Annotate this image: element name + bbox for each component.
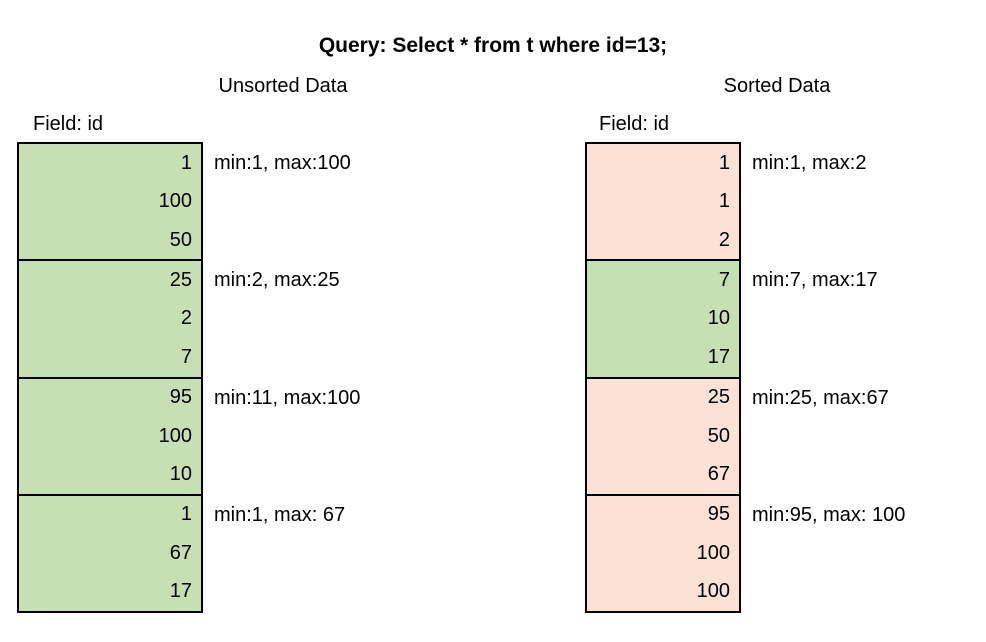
minmax-annotation: min:2, max:25 bbox=[214, 269, 340, 292]
minmax-annotation: min:1, max:2 bbox=[752, 152, 867, 174]
block-values: 95 100 10 bbox=[19, 379, 201, 494]
cell-value: 7 bbox=[180, 345, 192, 368]
cell-value: 95 bbox=[169, 386, 192, 409]
cell-value: 10 bbox=[707, 307, 730, 330]
cell-value: 1 bbox=[180, 503, 192, 526]
cell-value: 17 bbox=[169, 580, 192, 603]
block-values: 1 1 2 bbox=[587, 144, 739, 259]
block-values: 25 50 67 bbox=[587, 379, 739, 494]
cell-value: 100 bbox=[696, 580, 730, 603]
minmax-annotation: min:11, max:100 bbox=[214, 386, 361, 409]
minmax-annotation: min:25, max:67 bbox=[752, 386, 889, 409]
block-values: 25 2 7 bbox=[19, 261, 201, 376]
sorted-table: 1 1 2 min:1, max:2 7 10 17 min:7, max:17 25 5… bbox=[585, 142, 905, 613]
minmax-annotation: min:1, max:100 bbox=[214, 152, 351, 174]
query-title: Query: Select * from t where id=13; bbox=[318, 34, 668, 57]
row-group-block: 1 67 17 min:1, max: 67 bbox=[19, 493, 345, 611]
cell-value: 50 bbox=[707, 424, 730, 447]
cell-value: 2 bbox=[718, 228, 730, 251]
cell-value: 1 bbox=[718, 151, 730, 174]
row-group-block: 95 100 100 min:95, max: 100 bbox=[587, 493, 905, 611]
cell-value: 100 bbox=[696, 541, 730, 564]
block-values: 7 10 17 bbox=[587, 261, 739, 376]
cell-value: 17 bbox=[707, 345, 730, 368]
cell-value: 10 bbox=[169, 463, 192, 486]
cell-value: 2 bbox=[180, 307, 192, 330]
cell-value: 100 bbox=[158, 424, 192, 447]
cell-value: 1 bbox=[180, 151, 192, 174]
cell-value: 67 bbox=[707, 463, 730, 486]
unsorted-data-heading: Unsorted Data bbox=[218, 75, 348, 97]
cell-value: 67 bbox=[169, 541, 192, 564]
block-values: 1 67 17 bbox=[19, 496, 201, 611]
block-values: 1 100 50 bbox=[19, 144, 201, 259]
block-values: 95 100 100 bbox=[587, 496, 739, 611]
unsorted-table: 1 100 50 min:1, max:100 25 2 7 min:2, max:25… bbox=[17, 142, 360, 613]
cell-value: 50 bbox=[169, 228, 192, 251]
field-label-sorted: Field: id bbox=[599, 113, 670, 135]
cell-value: 25 bbox=[707, 386, 730, 409]
row-group-block: 1 100 50 min:1, max:100 bbox=[19, 144, 351, 260]
row-group-block: 7 10 17 min:7, max:17 bbox=[587, 259, 878, 377]
cell-value: 1 bbox=[718, 190, 730, 213]
row-group-block: 25 50 67 min:25, max:67 bbox=[587, 376, 889, 494]
cell-value: 100 bbox=[158, 190, 192, 213]
cell-value: 95 bbox=[707, 503, 730, 526]
row-group-block: 25 2 7 min:2, max:25 bbox=[19, 259, 340, 377]
row-group-block: 95 100 10 min:11, max:100 bbox=[19, 376, 360, 494]
minmax-annotation: min:7, max:17 bbox=[752, 269, 878, 292]
cell-value: 7 bbox=[718, 268, 730, 291]
field-label-unsorted: Field: id bbox=[33, 113, 104, 135]
minmax-annotation: min:1, max: 67 bbox=[214, 503, 346, 526]
sorted-data-heading: Sorted Data bbox=[723, 75, 831, 97]
row-group-block: 1 1 2 min:1, max:2 bbox=[587, 144, 866, 260]
cell-value: 25 bbox=[169, 268, 192, 291]
minmax-annotation: min:95, max: 100 bbox=[752, 503, 906, 526]
